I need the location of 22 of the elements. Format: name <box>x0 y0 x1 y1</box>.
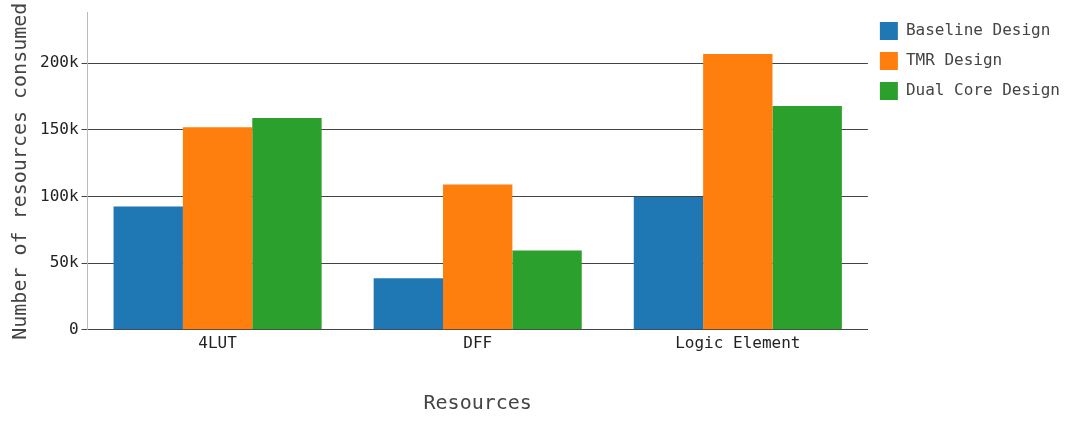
bar <box>633 197 704 330</box>
bar <box>113 206 183 330</box>
x-axis-title: Resources <box>423 390 532 415</box>
y-tick-label: 150k <box>40 119 79 139</box>
bar <box>182 127 253 330</box>
legend-label: Baseline Design <box>905 20 1051 40</box>
y-tick-label: 100k <box>40 185 79 205</box>
bar <box>512 250 582 330</box>
y-axis-title: Number of resources consumed <box>7 2 32 340</box>
legend-label: TMR Design <box>905 50 1003 70</box>
y-tick-label: 200k <box>40 52 79 72</box>
bar <box>373 278 444 330</box>
bar <box>252 117 322 330</box>
x-tick-label: 4LUT <box>198 332 238 352</box>
bar <box>443 184 513 330</box>
y-tick-label: 0 <box>68 318 79 338</box>
x-tick-label: DFF <box>463 332 493 352</box>
x-tick-label: Logic Element <box>675 332 801 352</box>
bar <box>703 53 773 330</box>
bar <box>772 105 842 330</box>
legend-label: Dual Core Design <box>905 80 1060 100</box>
y-tick-label: 50k <box>49 252 79 272</box>
